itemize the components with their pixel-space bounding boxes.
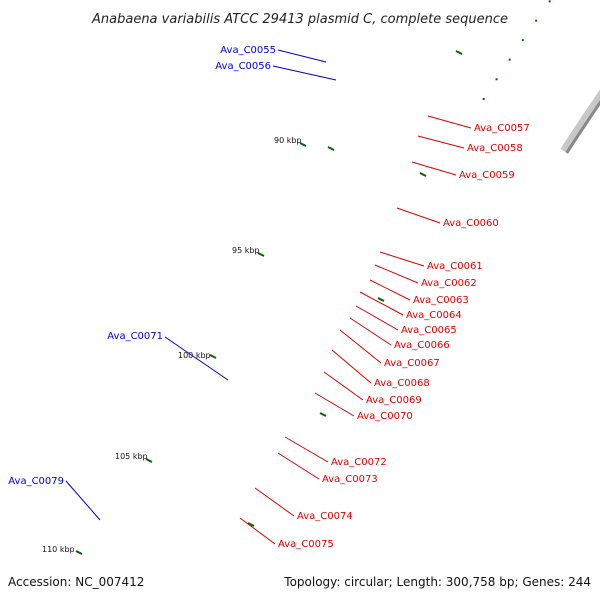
grid-dot: [535, 19, 538, 22]
right-gene-labels: Ava_C0057 Ava_C0058 Ava_C0059 Ava_C0060 …: [278, 123, 530, 550]
tick-label-90kbp: 90 kbp: [274, 136, 302, 145]
leader-line: [369, 279, 411, 301]
accession-text: Accession: NC_007412: [8, 575, 144, 589]
tick-label-95kbp: 95 kbp: [232, 246, 260, 255]
gene-label-ava-c0062[interactable]: Ava_C0062: [421, 278, 477, 289]
grid-dot: [548, 0, 551, 3]
gene-label-ava-c0056[interactable]: Ava_C0056: [215, 61, 271, 72]
major-tick: [319, 412, 327, 417]
major-tick: [257, 252, 265, 257]
leader-line: [277, 49, 327, 63]
gene-label-ava-c0058[interactable]: Ava_C0058: [467, 143, 523, 154]
grid-dot: [495, 78, 498, 81]
leader-line: [65, 480, 101, 521]
gene-label-ava-c0073[interactable]: Ava_C0073: [322, 474, 378, 485]
leader-line: [359, 291, 404, 316]
gene-label-ava-c0060[interactable]: Ava_C0060: [443, 218, 499, 229]
leader-line: [379, 251, 425, 267]
major-tick: [247, 522, 255, 527]
leader-line: [272, 65, 337, 81]
tick-label-110kbp: 110 kbp: [42, 545, 75, 554]
major-tick: [377, 297, 385, 302]
major-tick: [145, 458, 153, 463]
leader-line: [323, 371, 364, 401]
label-leader-lines: [65, 49, 472, 545]
grid-dot: [482, 97, 485, 100]
gene-label-ava-c0059[interactable]: Ava_C0059: [459, 170, 515, 181]
major-tick: [327, 146, 335, 151]
leader-line: [355, 305, 399, 331]
leader-line: [349, 317, 392, 346]
backbone-circle: [560, 89, 600, 154]
gene-label-ava-c0066[interactable]: Ava_C0066: [394, 340, 450, 351]
left-gene-labels: Ava_C0055 Ava_C0056 Ava_C0071 Ava_C0079: [8, 45, 276, 487]
minor-tick-dots: [75, 0, 551, 555]
gene-label-ava-c0064[interactable]: Ava_C0064: [406, 310, 462, 321]
leader-line: [254, 487, 295, 517]
gene-label-ava-c0055[interactable]: Ava_C0055: [220, 45, 276, 56]
major-tick: [299, 142, 307, 147]
major-tick: [419, 172, 427, 177]
gene-label-ava-c0074[interactable]: Ava_C0074: [297, 511, 353, 522]
gene-label-ava-c0065[interactable]: Ava_C0065: [401, 325, 457, 336]
gene-label-ava-c0057[interactable]: Ava_C0057: [474, 123, 530, 134]
backbone-line: [565, 100, 600, 154]
tick-label-105kbp: 105 kbp: [115, 452, 148, 461]
leader-line: [374, 264, 419, 284]
map-title: Anabaena variabilis ATCC 29413 plasmid C…: [91, 12, 508, 27]
grid-dot: [508, 58, 511, 61]
major-tick: [209, 354, 217, 359]
gene-label-ava-c0071[interactable]: Ava_C0071: [107, 331, 163, 342]
leader-line: [239, 517, 276, 545]
leader-line: [164, 336, 229, 381]
gene-label-ava-c0063[interactable]: Ava_C0063: [413, 295, 469, 306]
gene-label-ava-c0061[interactable]: Ava_C0061: [427, 261, 483, 272]
gene-label-ava-c0068[interactable]: Ava_C0068: [374, 378, 430, 389]
grid-dot: [521, 39, 524, 42]
leader-line: [284, 436, 329, 463]
scale-labels: 90 kbp 95 kbp 100 kbp 105 kbp 110 kbp: [42, 136, 302, 554]
leader-line: [396, 207, 441, 224]
tick-label-100kbp: 100 kbp: [178, 351, 211, 360]
gene-label-ava-c0079[interactable]: Ava_C0079: [8, 476, 64, 487]
leader-line: [314, 392, 355, 417]
leader-line: [417, 135, 465, 149]
leader-line: [331, 349, 372, 384]
summary-text: Topology: circular; Length: 300,758 bp; …: [283, 575, 591, 589]
major-tick: [75, 550, 83, 555]
leader-line: [427, 115, 472, 129]
leader-line: [277, 452, 320, 480]
gene-label-ava-c0067[interactable]: Ava_C0067: [384, 358, 440, 369]
gene-label-ava-c0070[interactable]: Ava_C0070: [357, 411, 413, 422]
major-tick: [455, 50, 463, 55]
gene-label-ava-c0075[interactable]: Ava_C0075: [278, 539, 334, 550]
gene-label-ava-c0072[interactable]: Ava_C0072: [331, 457, 387, 468]
gene-label-ava-c0069[interactable]: Ava_C0069: [366, 395, 422, 406]
leader-line: [411, 161, 457, 176]
leader-line: [339, 329, 382, 364]
